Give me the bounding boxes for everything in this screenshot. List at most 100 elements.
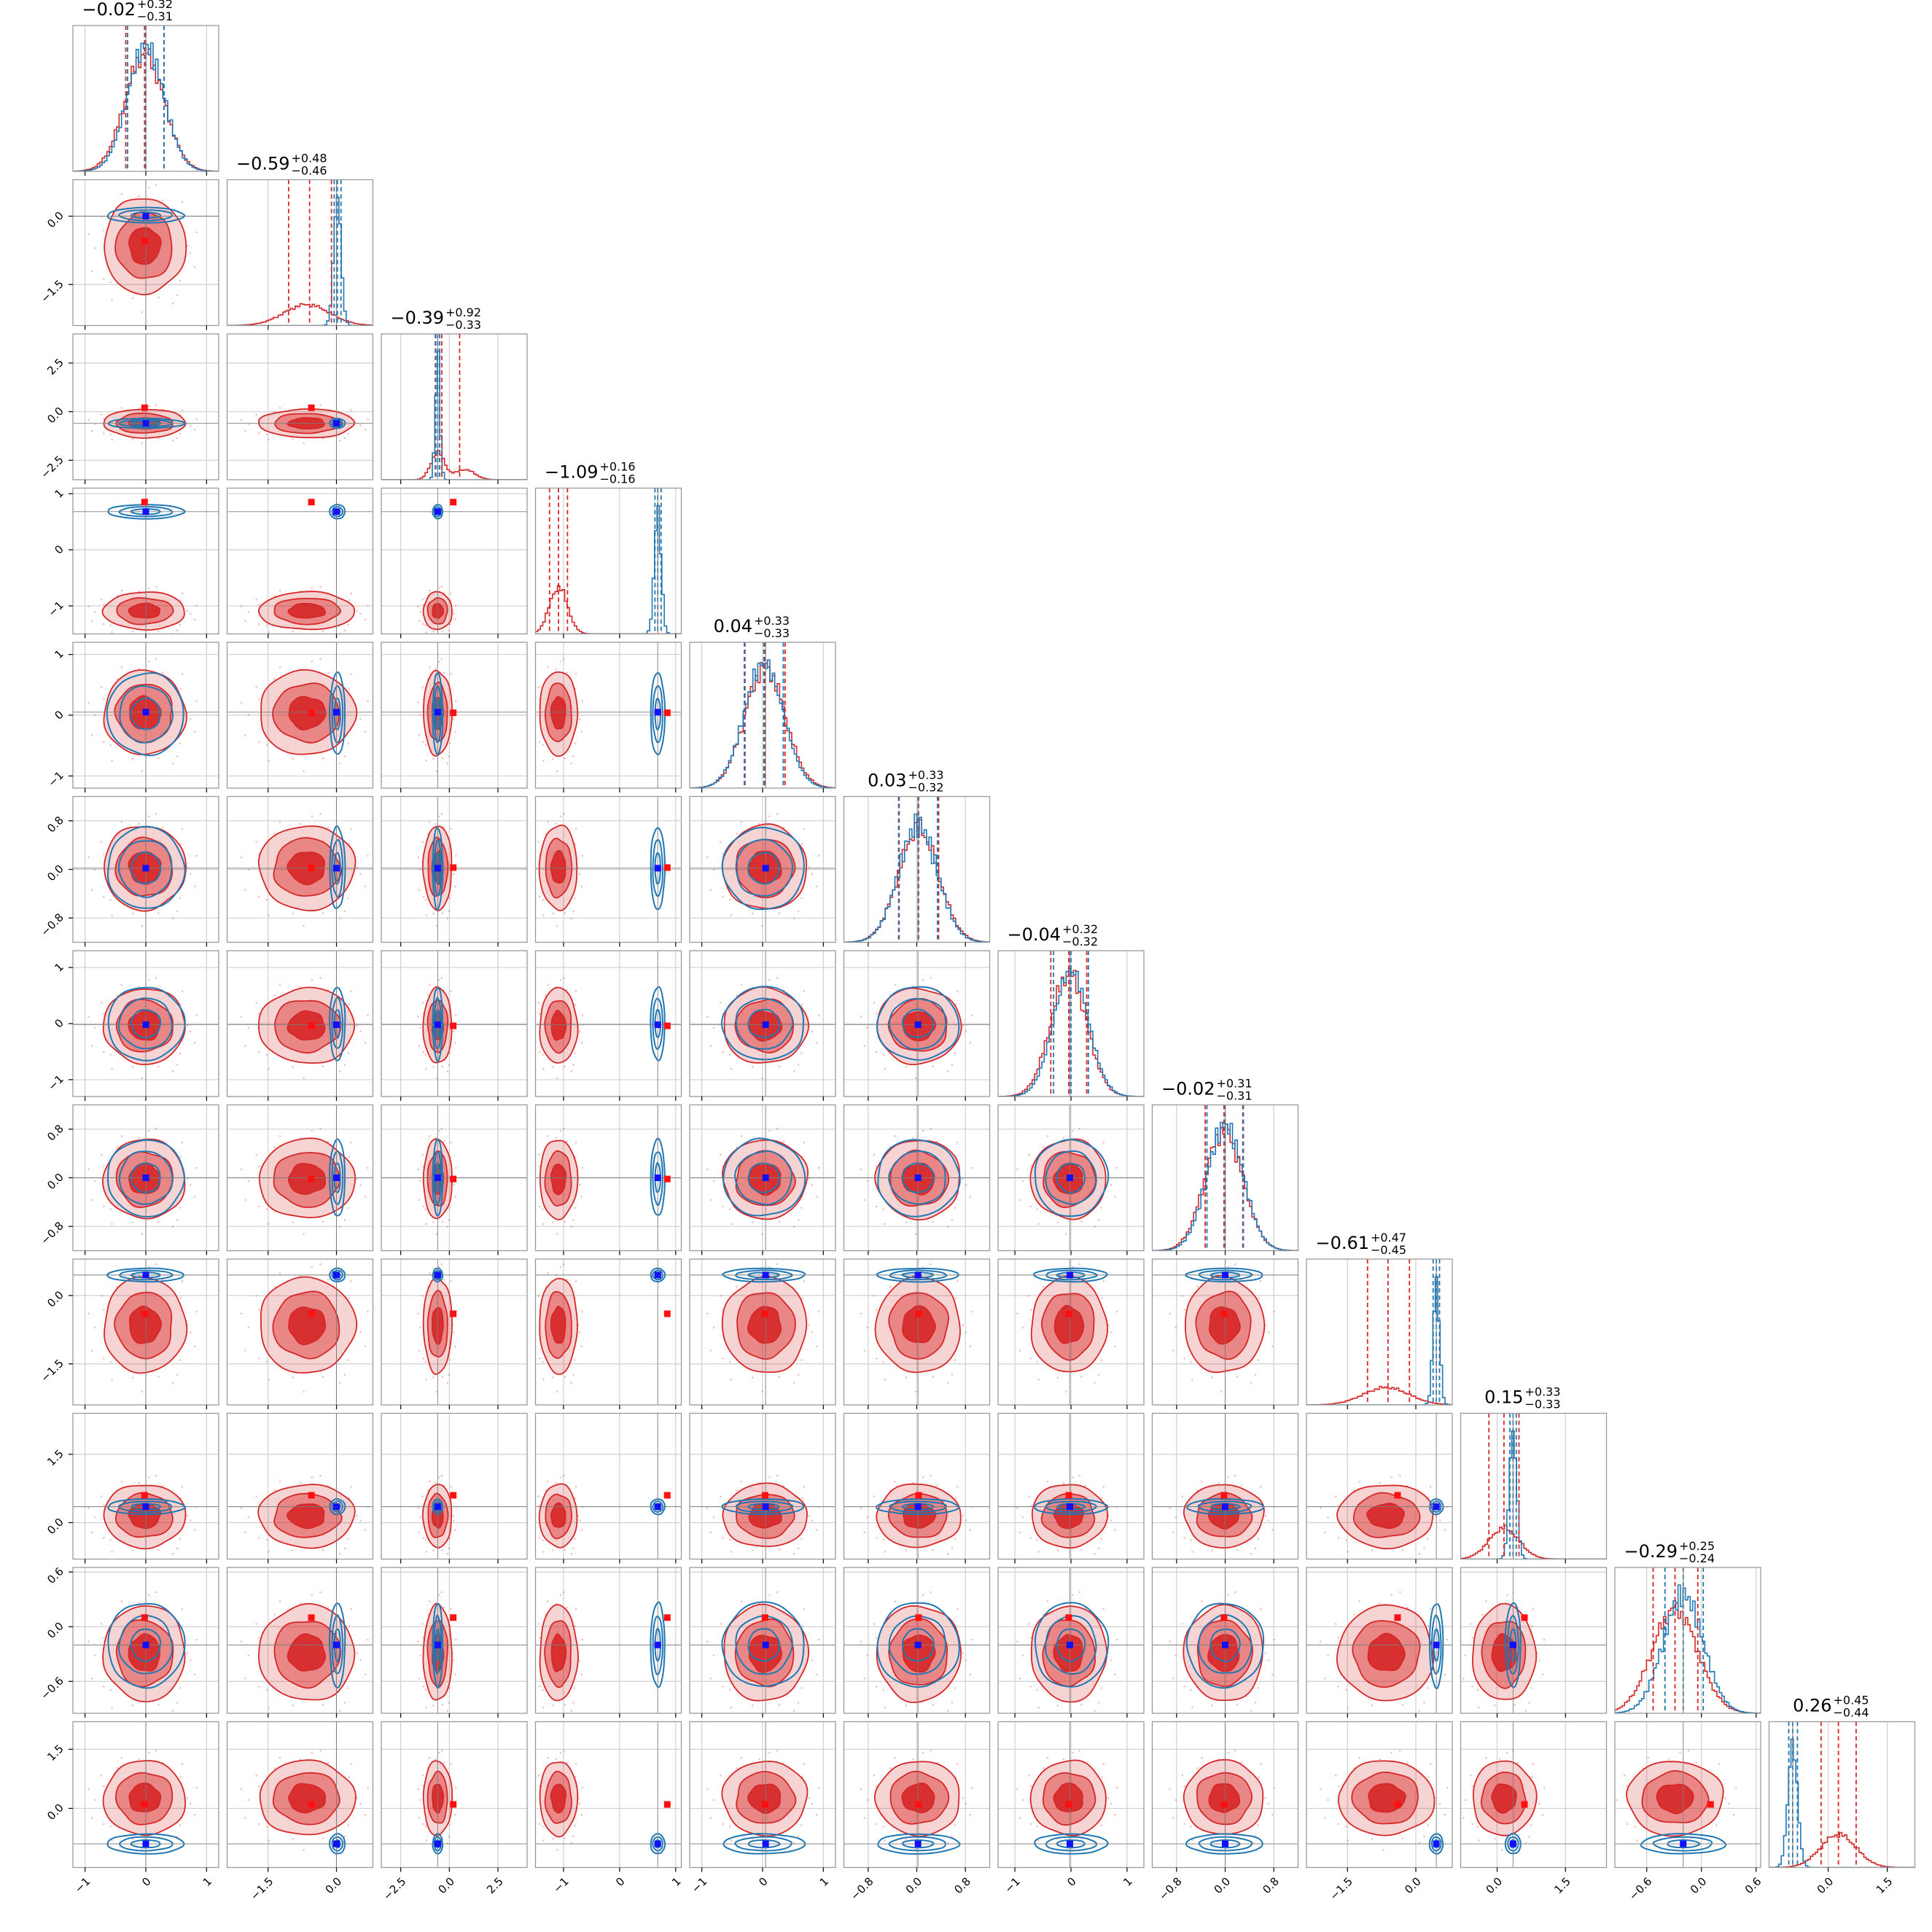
red-contour [1053, 1783, 1083, 1812]
panel-content [1152, 1105, 1298, 1251]
red-sample-point [542, 744, 544, 747]
red-sample-point [1201, 1756, 1203, 1759]
red-marker [1065, 1492, 1072, 1499]
red-sample-point [542, 1551, 545, 1553]
red-sample-point [141, 1077, 143, 1080]
red-sample-point [1446, 1786, 1449, 1789]
red-sample-point [761, 1077, 763, 1080]
red-sample-point [1175, 1654, 1177, 1657]
red-sample-point [425, 631, 427, 634]
red-sample-point [193, 1042, 196, 1044]
panel-content [1306, 1721, 1452, 1868]
panel-frame [1460, 1567, 1608, 1714]
red-sample-point [193, 429, 196, 431]
red-sample-point [803, 1142, 805, 1144]
title-value: 0.26 [1793, 1696, 1831, 1716]
red-marker [141, 1492, 148, 1499]
red-sample-point [1334, 1495, 1337, 1497]
red-sample-point [1506, 1752, 1508, 1754]
red-sample-point [190, 1184, 192, 1186]
red-sample-point [429, 1600, 431, 1602]
red-sample-point [1240, 1484, 1243, 1487]
red-sample-point [440, 1591, 443, 1594]
red-sample-point [709, 1817, 712, 1819]
red-sample-point [258, 698, 260, 701]
red-sample-point [181, 673, 184, 675]
red-sample-point [1030, 1785, 1032, 1788]
red-sample-point [240, 605, 243, 607]
red-sample-point [1390, 1752, 1392, 1754]
red-sample-point [1080, 1549, 1083, 1551]
red-sample-point [438, 1594, 440, 1597]
param-title: 0.15 +0.33−0.33 [1484, 1385, 1560, 1411]
red-sample-point [1427, 1824, 1429, 1826]
blue-contour [106, 671, 184, 757]
red-sample-point [141, 1390, 143, 1392]
red-sample-point [863, 1349, 865, 1352]
panel-frame [1768, 1721, 1916, 1869]
title-value: −0.39 [390, 308, 444, 328]
red-sample-point [181, 1280, 184, 1282]
panel-content [381, 1721, 527, 1868]
red-sample-point [453, 612, 455, 615]
red-sample-point [435, 1137, 437, 1140]
red-marker [1394, 1492, 1401, 1499]
panel-8-7 [997, 1104, 1145, 1255]
red-sample-point [359, 1030, 362, 1033]
red-sample-point [969, 1345, 971, 1348]
red-sample-point [574, 897, 576, 900]
red-sample-point [1541, 1814, 1544, 1816]
red-sample-point [552, 1221, 554, 1223]
red-sample-point [367, 1638, 369, 1641]
panel-3-1: −2.50.02.5 [38, 333, 219, 484]
red-sample-point [418, 1349, 421, 1352]
red-marker [450, 1801, 457, 1808]
red-sample-point [155, 658, 157, 661]
red-sample-point [455, 854, 457, 857]
red-contour [747, 1306, 782, 1344]
red-marker [663, 1614, 671, 1621]
red-sample-point [1471, 1823, 1473, 1826]
panel-10-9 [1306, 1412, 1453, 1564]
panel-frame [534, 1258, 682, 1406]
red-sample-point [768, 979, 771, 981]
red-marker [308, 864, 315, 871]
red-sample-point [1427, 1687, 1429, 1689]
red-sample-point [1110, 1659, 1113, 1662]
red-sample-point [1234, 1591, 1236, 1594]
red-sample-point [793, 1842, 795, 1845]
red-sample-point [195, 1311, 198, 1313]
panel-content [690, 1567, 835, 1713]
red-sample-point [190, 1659, 192, 1662]
red-sample-point [93, 868, 96, 871]
red-sample-point [327, 1761, 330, 1764]
red-sample-point [1183, 1358, 1185, 1360]
red-sample-point [103, 1823, 105, 1826]
red-sample-point [1476, 1688, 1479, 1691]
red-sample-point [432, 757, 435, 760]
red-sample-point [1175, 1326, 1177, 1329]
red-sample-point [101, 841, 103, 843]
panel-7-2 [226, 950, 374, 1101]
truth-marker [762, 1271, 769, 1279]
truth-marker [434, 865, 441, 872]
red-sample-point [417, 1312, 419, 1314]
panel-11-3 [381, 1567, 528, 1718]
red-sample-point [803, 990, 805, 992]
red-sample-point [1532, 1763, 1535, 1765]
red-sample-point [1102, 1763, 1105, 1765]
red-sample-point [1514, 1704, 1516, 1706]
truth-marker [914, 1271, 922, 1279]
red-sample-point [348, 1625, 351, 1627]
truth-marker [1433, 1840, 1440, 1847]
red-sample-point [193, 885, 196, 888]
red-sample-point [564, 1065, 566, 1068]
red-sample-point [736, 1146, 738, 1148]
title-minus: −0.46 [292, 164, 327, 178]
red-sample-point [752, 1376, 754, 1379]
red-sample-point [350, 1763, 352, 1765]
red-sample-point [538, 741, 541, 744]
panel-content [227, 334, 373, 480]
red-sample-point [299, 1137, 302, 1140]
red-sample-point [247, 868, 250, 871]
